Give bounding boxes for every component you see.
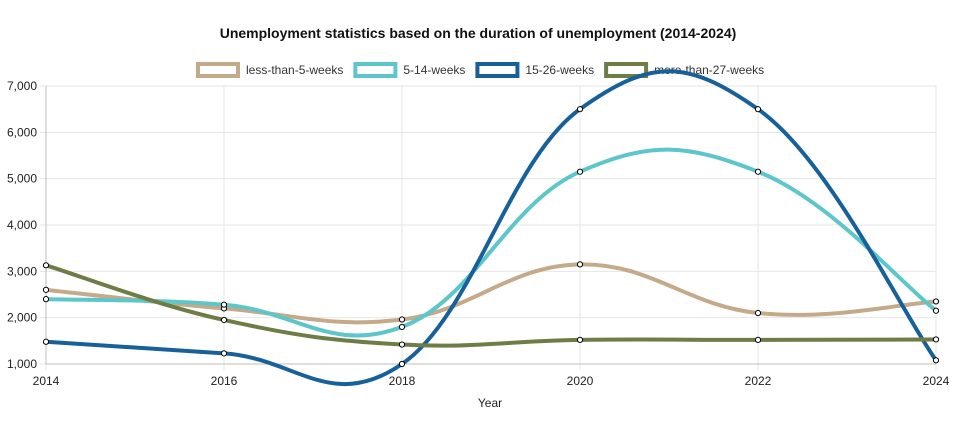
x-axis-title: Year <box>478 396 502 410</box>
legend-label: 15-26-weeks <box>525 63 594 77</box>
x-tick-label: 2022 <box>745 374 772 388</box>
data-point-more-than-27-weeks <box>754 336 762 344</box>
data-point-more-than-27-weeks <box>398 341 406 348</box>
y-tick-label: 4,000 <box>7 218 37 232</box>
y-tick-label: 7,000 <box>7 79 37 93</box>
grid-layer <box>40 85 937 370</box>
data-point-more-than-27-weeks <box>220 316 228 324</box>
series-line-more-than-27-weeks <box>44 263 938 348</box>
series-line-15-26-weeks <box>44 69 938 386</box>
y-tick-label: 2,000 <box>7 311 37 325</box>
data-point-5-14-weeks <box>220 301 228 308</box>
data-point-15-26-weeks <box>754 106 762 113</box>
data-point-5-14-weeks <box>932 307 940 314</box>
y-tick-label: 6,000 <box>7 125 37 139</box>
legend-label: less-than-5-weeks <box>246 63 343 77</box>
data-point-5-14-weeks <box>398 323 406 331</box>
data-point-15-26-weeks <box>398 360 406 368</box>
x-tick-label: 2016 <box>211 374 238 388</box>
data-point-5-14-weeks <box>754 168 762 175</box>
data-point-15-26-weeks <box>42 338 50 345</box>
series-layer <box>44 69 938 386</box>
data-point-less-than-5-weeks <box>576 261 584 268</box>
y-tick-label: 5,000 <box>7 172 37 186</box>
x-tick-label: 2020 <box>567 374 594 388</box>
y-tick-label: 3,000 <box>7 264 37 278</box>
series-line-5-14-weeks <box>44 147 938 338</box>
legend-label: 5-14-weeks <box>403 63 465 77</box>
x-tick-label: 2018 <box>389 374 416 388</box>
data-point-less-than-5-weeks <box>398 316 406 323</box>
data-point-more-than-27-weeks <box>42 262 50 269</box>
data-point-15-26-weeks <box>220 350 228 357</box>
legend-swatch-less-than-5-weeks <box>196 62 240 78</box>
data-point-5-14-weeks <box>576 168 584 175</box>
y-tick-label: 1,000 <box>7 357 37 371</box>
data-point-5-14-weeks <box>42 296 50 303</box>
x-tick-label: 2024 <box>923 374 950 388</box>
data-point-less-than-5-weeks <box>932 298 940 305</box>
data-point-less-than-5-weeks <box>754 309 762 317</box>
legend-swatch-5-14-weeks <box>353 62 398 78</box>
axis-layer: 1,000 2,000 3,000 4,000 5,000 6,000 7,000 2014 2… <box>7 79 950 388</box>
data-point-15-26-weeks <box>576 106 584 113</box>
chart-title: Unemployment statistics based on the dur… <box>220 25 737 41</box>
data-point-more-than-27-weeks <box>576 336 584 344</box>
data-point-15-26-weeks <box>932 357 940 364</box>
legend-swatch-15-26-weeks <box>475 62 520 78</box>
series-line-less-than-5-weeks <box>44 262 938 325</box>
legend-swatch-more-than-27-weeks <box>604 62 649 78</box>
x-tick-label: 2014 <box>33 374 60 388</box>
data-point-less-than-5-weeks <box>42 286 50 293</box>
points-layer <box>42 106 940 368</box>
data-point-more-than-27-weeks <box>932 336 940 343</box>
